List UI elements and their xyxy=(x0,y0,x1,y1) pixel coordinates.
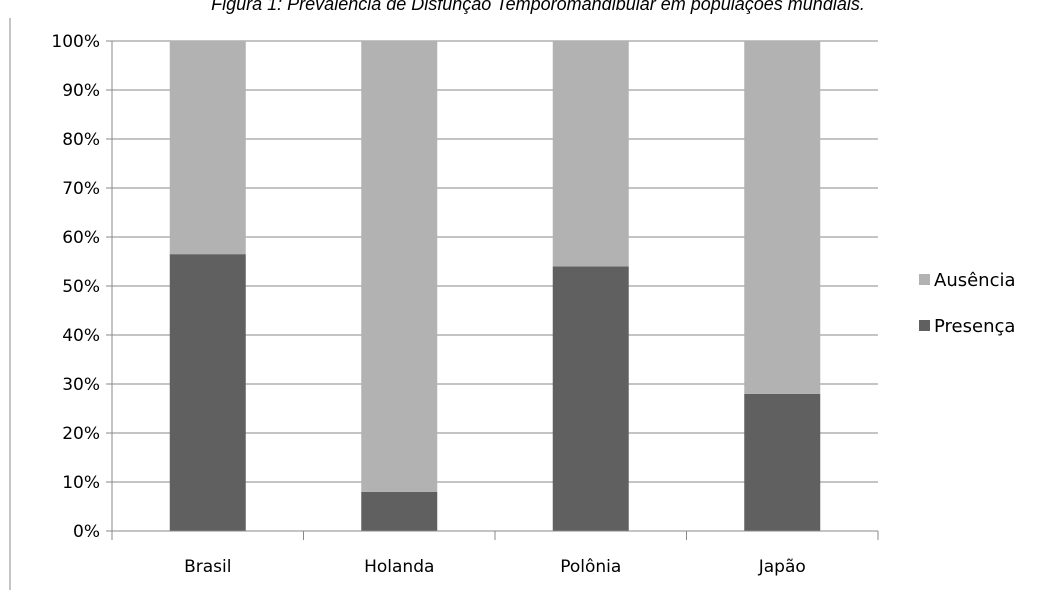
bar-aus-ncia-brasil xyxy=(169,41,246,255)
legend: Ausência Presença xyxy=(919,270,1016,337)
bar-presen-a-jap-o xyxy=(744,393,821,531)
y-tick-label: 80% xyxy=(62,130,100,150)
legend-swatch xyxy=(919,320,930,331)
y-tick-label: 40% xyxy=(62,326,100,346)
bar-aus-ncia-jap-o xyxy=(744,41,821,394)
legend-label: Ausência xyxy=(934,270,1016,291)
legend-label: Presença xyxy=(934,316,1015,337)
y-tick-label: 30% xyxy=(62,375,100,395)
chart-title: Figura 1: Prevalência de Disfunção Tempo… xyxy=(211,0,865,14)
bars xyxy=(169,41,821,531)
bar-presen-a-brasil xyxy=(169,254,246,531)
x-tick-label: Brasil xyxy=(184,557,231,577)
x-tick-label: Holanda xyxy=(364,557,434,577)
y-tick-label: 10% xyxy=(62,473,100,493)
y-tick-label: 0% xyxy=(73,522,100,542)
y-tick-label: 90% xyxy=(62,81,100,101)
axes xyxy=(106,40,879,540)
bar-aus-ncia-pol-nia xyxy=(552,41,629,267)
bar-presen-a-holanda xyxy=(361,491,438,531)
legend-swatch xyxy=(919,274,930,285)
y-tick-label: 20% xyxy=(62,424,100,444)
bar-aus-ncia-holanda xyxy=(361,41,438,492)
y-tick-label: 50% xyxy=(62,277,100,297)
x-tick-label: Japão xyxy=(758,557,806,577)
chart-title-text: Figura 1: Prevalência de Disfunção Tempo… xyxy=(211,0,865,14)
y-tick-labels: 0% 10% 20% 30% 40% 50% 60% 70% 80% 90% 100% xyxy=(51,32,100,542)
y-tick-label: 60% xyxy=(62,228,100,248)
y-tick-label: 70% xyxy=(62,179,100,199)
x-tick-label: Polônia xyxy=(560,557,621,577)
y-tick-label: 100% xyxy=(51,32,100,52)
bar-presen-a-pol-nia xyxy=(552,266,629,531)
x-tick-labels: Brasil Holanda Polônia Japão xyxy=(184,557,806,577)
